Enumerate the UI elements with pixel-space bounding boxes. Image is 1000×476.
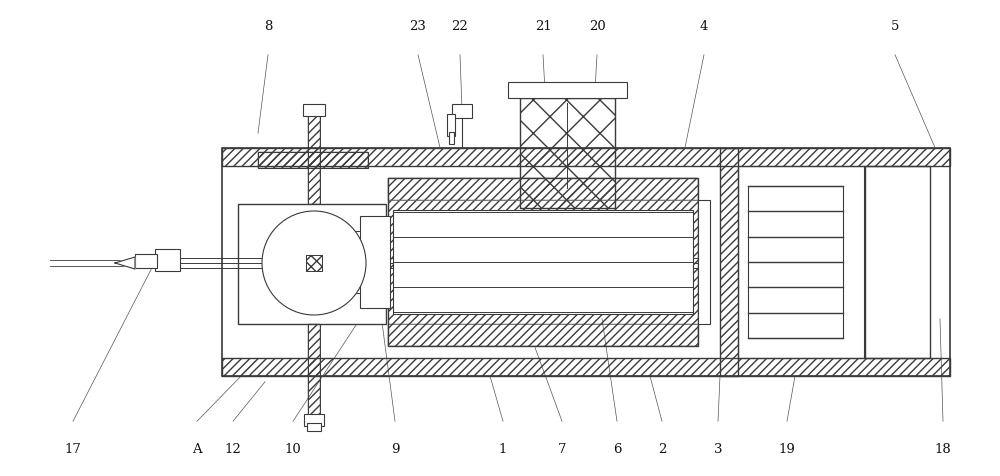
Bar (222, 148, 950, 166)
Text: 20: 20 (589, 20, 605, 33)
Bar (304, 414, 324, 426)
Text: 7: 7 (558, 443, 566, 456)
Text: 17: 17 (65, 443, 81, 456)
Bar (520, 98, 615, 208)
Bar (258, 152, 368, 168)
Bar (222, 358, 950, 376)
Bar (508, 82, 627, 98)
Text: 22: 22 (452, 20, 468, 33)
Bar (720, 148, 738, 376)
Text: 21: 21 (535, 20, 551, 33)
Bar (308, 324, 320, 416)
Bar (308, 114, 320, 204)
Bar (308, 324, 320, 416)
Bar (748, 186, 843, 338)
Bar (447, 114, 455, 136)
Bar (222, 358, 950, 376)
Text: A: A (192, 443, 202, 456)
Circle shape (262, 211, 366, 315)
Text: 10: 10 (285, 443, 301, 456)
Text: 2: 2 (658, 443, 666, 456)
Bar (308, 114, 320, 204)
Bar (452, 104, 472, 118)
Bar (388, 324, 698, 346)
Text: 8: 8 (264, 20, 272, 33)
Bar (155, 249, 180, 271)
Bar (258, 152, 368, 168)
Text: 1: 1 (499, 443, 507, 456)
Bar (303, 104, 325, 116)
Bar (449, 132, 454, 144)
Text: 3: 3 (714, 443, 722, 456)
Text: 23: 23 (410, 20, 426, 33)
Text: 19: 19 (779, 443, 795, 456)
Bar (306, 255, 322, 271)
Text: 4: 4 (700, 20, 708, 33)
Text: 18: 18 (935, 443, 951, 456)
Bar (393, 210, 693, 314)
Text: 5: 5 (891, 20, 899, 33)
Bar (360, 216, 390, 308)
Bar (698, 200, 710, 324)
Bar (222, 148, 950, 166)
Bar (865, 166, 930, 358)
Bar (352, 231, 360, 293)
Bar (238, 204, 386, 324)
Text: 9: 9 (391, 443, 399, 456)
Bar (738, 166, 864, 358)
Bar (720, 166, 738, 358)
Bar (388, 200, 698, 324)
Polygon shape (115, 257, 135, 269)
Bar (307, 423, 321, 431)
Bar (222, 148, 950, 376)
Bar (520, 98, 615, 208)
Text: 12: 12 (225, 443, 241, 456)
Bar (388, 178, 698, 346)
Text: 6: 6 (613, 443, 621, 456)
Bar (306, 255, 322, 271)
Bar (135, 254, 157, 268)
Bar (388, 178, 698, 200)
